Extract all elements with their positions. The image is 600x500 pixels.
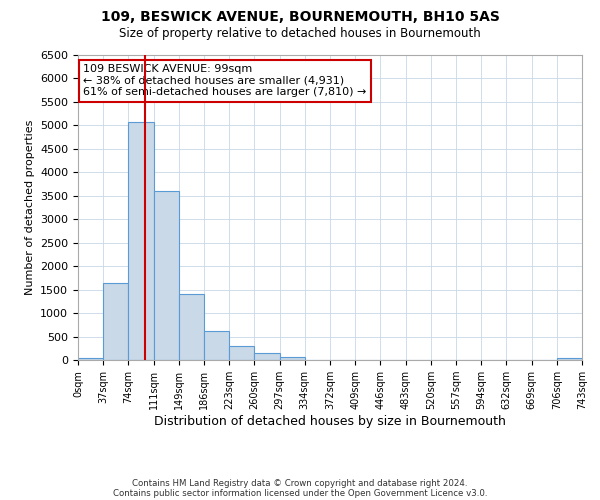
X-axis label: Distribution of detached houses by size in Bournemouth: Distribution of detached houses by size …	[154, 415, 506, 428]
Bar	[229, 346, 254, 360]
Text: Size of property relative to detached houses in Bournemouth: Size of property relative to detached ho…	[119, 28, 481, 40]
Y-axis label: Number of detached properties: Number of detached properties	[25, 120, 35, 295]
Bar	[78, 358, 103, 360]
Text: 109, BESWICK AVENUE, BOURNEMOUTH, BH10 5AS: 109, BESWICK AVENUE, BOURNEMOUTH, BH10 5…	[101, 10, 499, 24]
Bar	[557, 358, 582, 360]
Bar	[280, 357, 305, 360]
Text: Contains public sector information licensed under the Open Government Licence v3: Contains public sector information licen…	[113, 488, 487, 498]
Bar	[103, 282, 128, 360]
Bar	[179, 294, 204, 360]
Bar	[154, 191, 179, 360]
Text: 109 BESWICK AVENUE: 99sqm
← 38% of detached houses are smaller (4,931)
61% of se: 109 BESWICK AVENUE: 99sqm ← 38% of detac…	[83, 64, 367, 98]
Bar	[254, 353, 280, 360]
Text: Contains HM Land Registry data © Crown copyright and database right 2024.: Contains HM Land Registry data © Crown c…	[132, 478, 468, 488]
Bar	[128, 122, 154, 360]
Bar	[204, 331, 229, 360]
